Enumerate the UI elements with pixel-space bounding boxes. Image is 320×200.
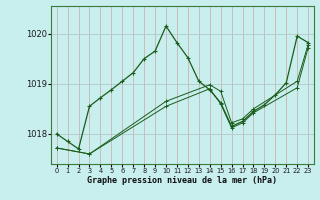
X-axis label: Graphe pression niveau de la mer (hPa): Graphe pression niveau de la mer (hPa) xyxy=(87,176,277,185)
